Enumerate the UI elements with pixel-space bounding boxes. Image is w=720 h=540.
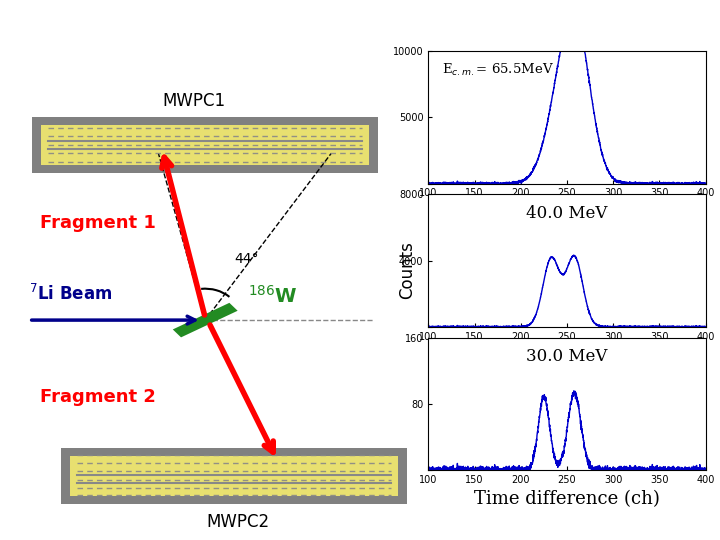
Text: $^{7}$Li Beam: $^{7}$Li Beam: [29, 284, 112, 303]
Bar: [61, 448, 407, 504]
Text: MWPC1: MWPC1: [163, 92, 226, 110]
Text: E$_{c.m.}$= 65.5MeV: E$_{c.m.}$= 65.5MeV: [442, 62, 554, 78]
Text: Time difference (ch): Time difference (ch): [474, 490, 660, 509]
Bar: [32, 117, 378, 173]
Text: Fragment 1: Fragment 1: [40, 214, 156, 232]
Polygon shape: [173, 303, 238, 338]
Text: Time difference signal of FFs in $^{7}$Li + $^{186}$W: Time difference signal of FFs in $^{7}$L…: [110, 15, 610, 48]
Text: Counts: Counts: [397, 241, 416, 299]
Bar: [41, 125, 369, 165]
Bar: [70, 456, 398, 496]
Text: 44°: 44°: [234, 252, 258, 266]
Text: $^{186}$W: $^{186}$W: [248, 285, 298, 307]
Text: Fragment 2: Fragment 2: [40, 388, 156, 407]
Text: 30.0 MeV: 30.0 MeV: [526, 348, 608, 365]
Text: MWPC2: MWPC2: [206, 512, 269, 531]
Text: 40.0 MeV: 40.0 MeV: [526, 205, 608, 222]
